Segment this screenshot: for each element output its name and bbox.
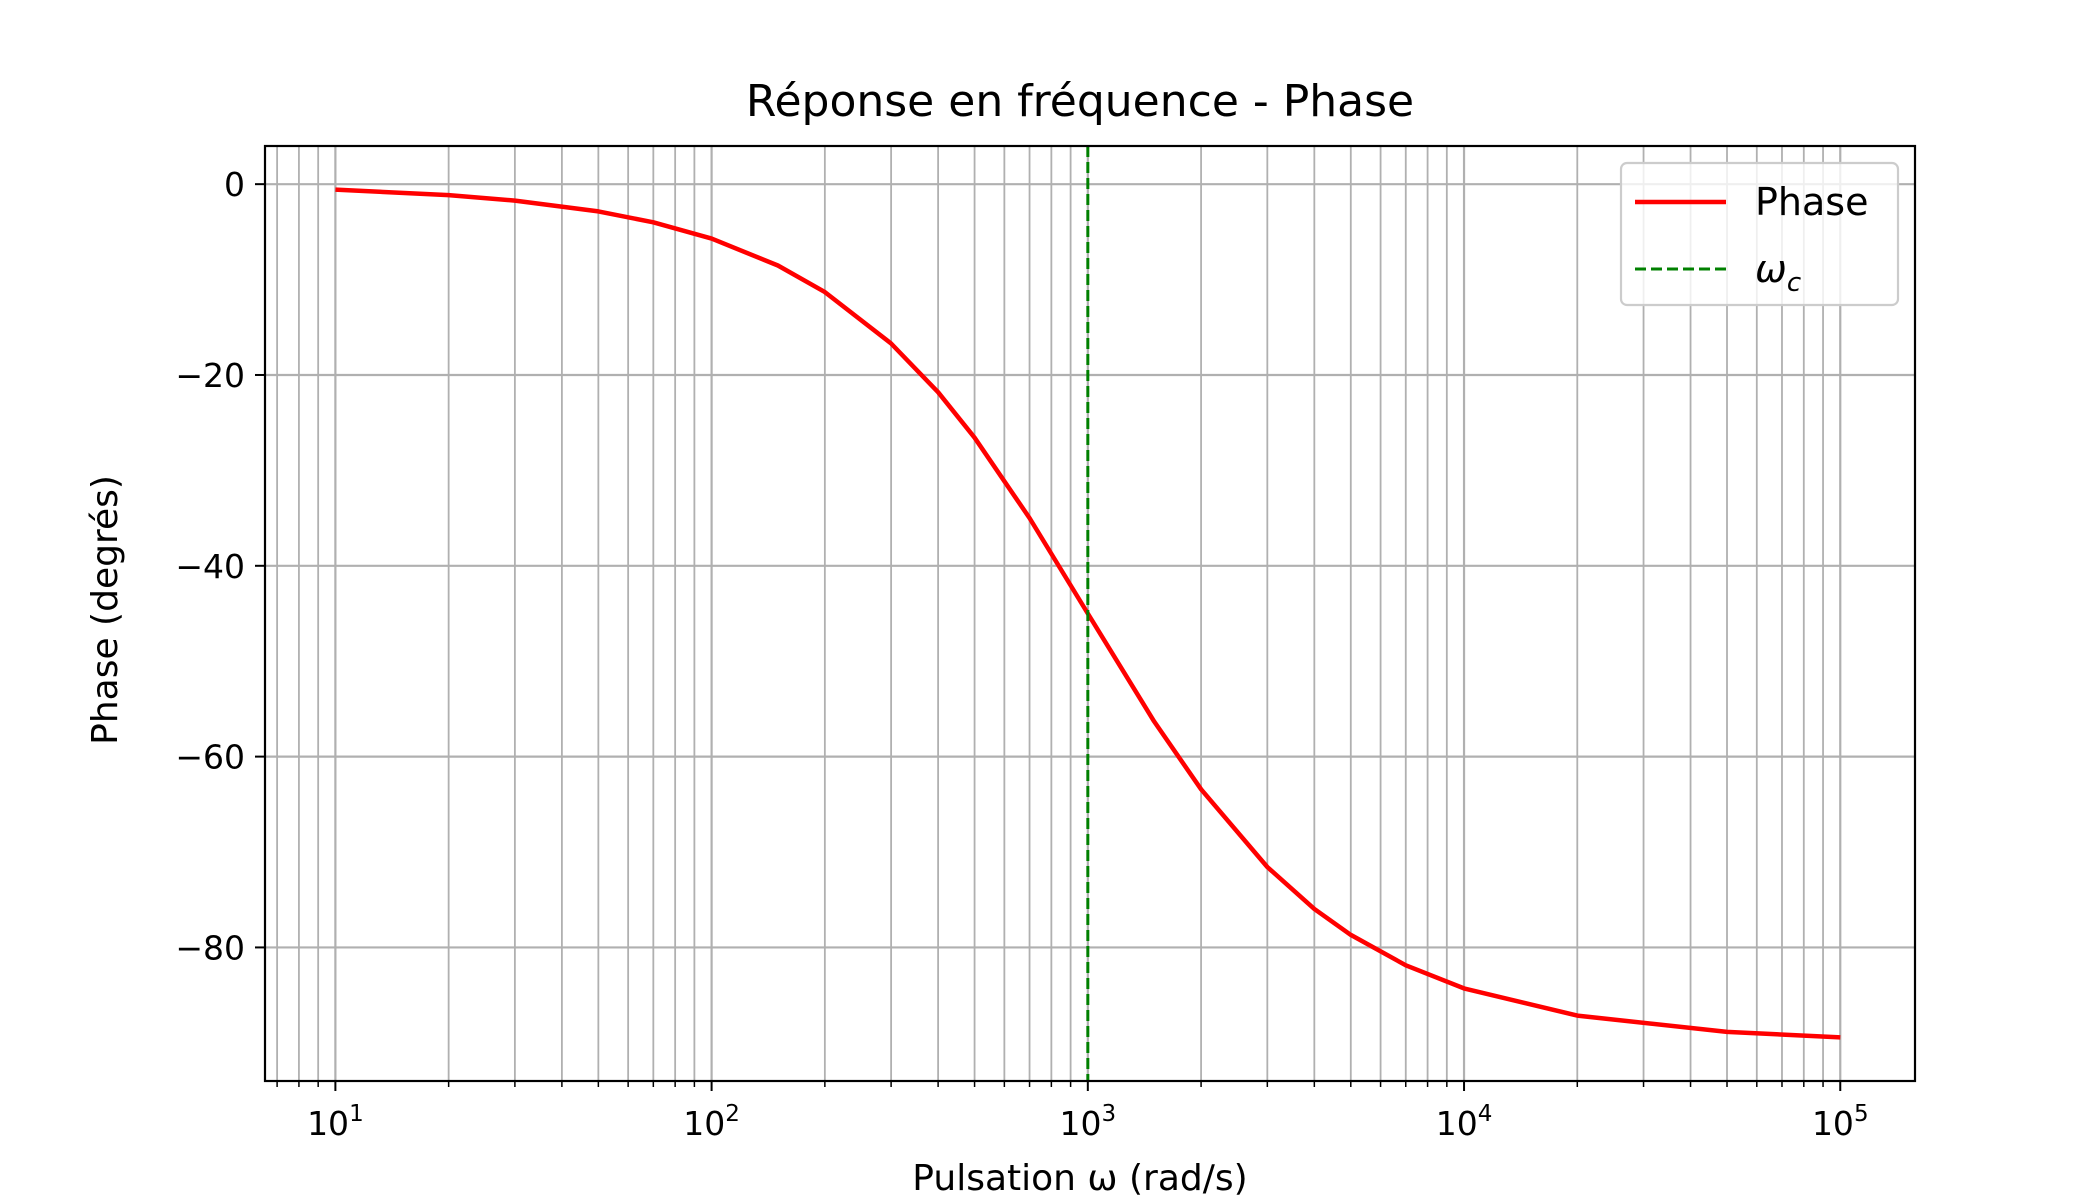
x-tick-label: 105 (1812, 1101, 1869, 1143)
phase-series-line (335, 187, 1841, 1040)
x-axis-title: Pulsation ω (rad/s) (912, 1158, 1247, 1199)
x-tick-label: 101 (307, 1101, 364, 1143)
y-tick-label: −40 (175, 547, 245, 586)
legend-label: Phase (1755, 180, 1868, 224)
y-tick-label: 0 (224, 165, 245, 204)
legend-label: ωc (1755, 247, 1801, 298)
grid-lines (265, 146, 1915, 1081)
x-tick-label: 104 (1436, 1101, 1493, 1143)
x-tick-label: 103 (1060, 1101, 1117, 1143)
y-tick-label: −20 (175, 356, 245, 395)
legend: Phase ωc (1619, 161, 1900, 307)
y-axis-title: Phase (degrés) (85, 475, 126, 745)
y-tick-label: −60 (175, 738, 245, 777)
y-tick-label: −80 (175, 928, 245, 967)
chart-title: Réponse en fréquence - Phase (746, 76, 1414, 127)
x-tick-label: 102 (683, 1101, 740, 1143)
plot-frame (263, 144, 1917, 1083)
axes: 0 −20 −40 −60 −80 101 102 103 104 105 (175, 165, 1868, 1143)
plot-area (335, 146, 1841, 1081)
